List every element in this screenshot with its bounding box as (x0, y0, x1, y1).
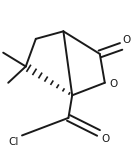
Text: O: O (101, 134, 109, 144)
Text: O: O (110, 79, 118, 89)
Text: Cl: Cl (8, 137, 18, 147)
Text: O: O (122, 35, 131, 45)
